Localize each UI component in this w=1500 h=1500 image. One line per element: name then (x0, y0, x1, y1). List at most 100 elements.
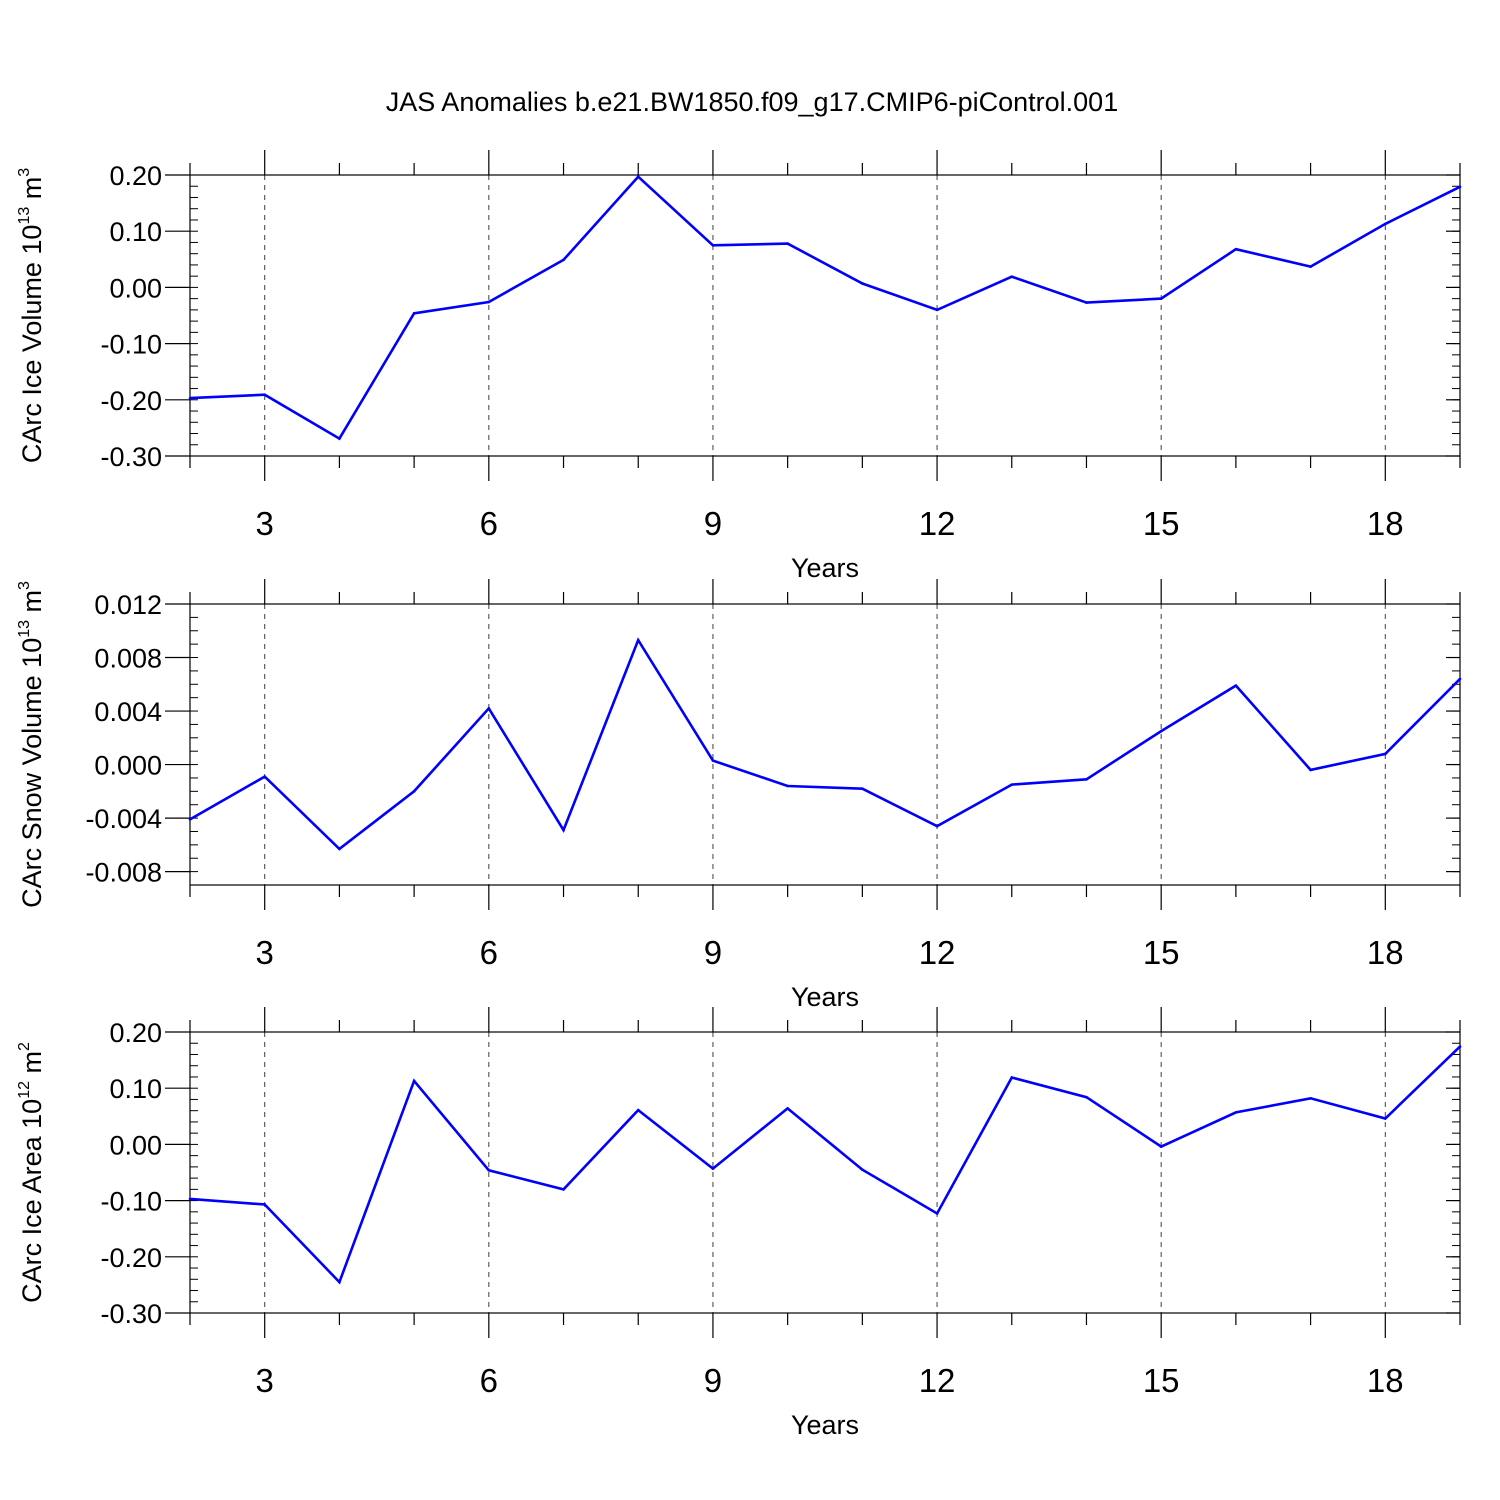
plot-frame (189, 174, 1461, 457)
data-point (562, 828, 565, 832)
data-point (412, 311, 416, 315)
x-tick-label: 3 (256, 934, 274, 971)
x-tick-label: 6 (480, 934, 498, 971)
data-point (188, 818, 192, 821)
x-tick-label: 9 (704, 934, 722, 971)
data-point (935, 1212, 939, 1215)
y-tick-label: 0.000 (94, 751, 162, 781)
y-tick-label: -0.008 (85, 858, 162, 888)
data-point (1010, 275, 1014, 279)
data-point (861, 282, 864, 285)
data-point (1234, 1111, 1238, 1114)
x-axis-title: Years (791, 982, 859, 1012)
y-tick-label: -0.10 (100, 1187, 162, 1217)
series-line-ice-volume (189, 174, 1461, 441)
y-tick-label: -0.30 (100, 1299, 162, 1329)
data-point (1383, 222, 1387, 226)
y-tick-label: 0.012 (94, 590, 162, 620)
data-point (263, 775, 267, 778)
x-tick-label: 15 (1143, 505, 1180, 542)
y-axis-title-sup: 3 (16, 168, 33, 177)
y-axis-title: CArc Snow Volume 1013 m3 (16, 581, 47, 908)
y-axis-title-part: CArc Ice Volume 10 (17, 225, 47, 464)
data-point (487, 707, 491, 710)
x-axis-title: Years (791, 1410, 859, 1440)
y-tick-label: 0.00 (109, 1130, 162, 1160)
series-line-snow-volume (189, 637, 1461, 851)
data-point (338, 437, 341, 440)
panel-snow-volume: -0.008 -0.004 0.000 0.004 0.008 0.012 3 6 9 12 15 1… (16, 579, 1462, 1012)
data-point (711, 1167, 715, 1170)
data-point (636, 175, 640, 178)
panel-ice-volume: -0.30 -0.20 -0.10 0.00 0.10 0.20 3 6 9 12 15 18 Year… (16, 150, 1462, 583)
x-tick-label: 12 (919, 505, 956, 542)
data-point (487, 1168, 491, 1172)
data-point (1085, 1095, 1088, 1099)
data-point (487, 300, 491, 304)
y-tick-label: -0.30 (100, 442, 162, 472)
x-tick-label: 9 (704, 505, 722, 542)
y-tick-label: -0.10 (100, 330, 162, 360)
x-tick-label: 18 (1367, 505, 1404, 542)
y-axis-title-sup: 2 (16, 1042, 33, 1051)
x-tick-label: 15 (1143, 1362, 1180, 1399)
data-point (263, 393, 267, 397)
y-axis-title-sup: 13 (16, 207, 33, 225)
y-tick-label: 0.20 (109, 1018, 162, 1048)
x-tick-label: 6 (480, 505, 498, 542)
data-point (1234, 684, 1238, 687)
x-axis-title: Years (791, 553, 859, 583)
data-point (636, 1108, 640, 1112)
data-point (1458, 677, 1462, 681)
data-point (562, 258, 565, 262)
data-point (1309, 768, 1312, 772)
y-tick-label: -0.20 (100, 1243, 162, 1273)
y-tick-label: 0.10 (109, 1074, 162, 1104)
chart-title: JAS Anomalies b.e21.BW1850.f09_g17.CMIP6… (386, 87, 1118, 117)
plot-frame (189, 603, 1461, 886)
y-axis-title: CArc Ice Volume 1013 m3 (16, 168, 47, 463)
data-point (861, 787, 864, 790)
y-axis-title: CArc Ice Area 1012 m2 (16, 1042, 47, 1303)
data-point (786, 242, 789, 245)
y-axis-title-part: CArc Ice Area 10 (17, 1099, 47, 1303)
data-point (1309, 265, 1312, 268)
data-point (786, 784, 789, 788)
y-axis-title-part: CArc Snow Volume 10 (17, 638, 47, 908)
x-tick-label: 18 (1367, 934, 1404, 971)
data-point (1010, 1076, 1014, 1079)
data-point (1383, 1117, 1387, 1120)
data-point (636, 638, 640, 642)
data-point (412, 1079, 416, 1083)
data-point (935, 308, 939, 312)
data-point (1159, 297, 1163, 300)
plot-frame (189, 1031, 1461, 1314)
data-point (1458, 185, 1462, 189)
y-axis-title-part: m (17, 590, 47, 620)
data-point (412, 790, 416, 793)
data-point (1234, 247, 1238, 251)
x-tick-label: 3 (256, 1362, 274, 1399)
data-point (935, 824, 939, 828)
y-tick-label: 0.004 (94, 697, 162, 727)
x-tick-label: 3 (256, 505, 274, 542)
x-tick-label: 15 (1143, 934, 1180, 971)
y-axis-title-part: m (17, 177, 47, 207)
y-tick-label: 0.10 (109, 217, 162, 247)
y-tick-label: -0.20 (100, 386, 162, 416)
x-tick-label: 12 (919, 1362, 956, 1399)
y-axis-title-sup: 13 (16, 620, 33, 638)
data-point (1085, 301, 1088, 304)
data-point (188, 1197, 192, 1201)
data-point (188, 396, 192, 400)
panel-ice-area: -0.30 -0.20 -0.10 0.00 0.10 0.20 3 6 9 12 15 18 Year… (16, 1007, 1462, 1440)
y-axis-title-sup: 12 (16, 1081, 33, 1099)
series-line-ice-area (189, 1045, 1461, 1285)
y-tick-label: 0.00 (109, 273, 162, 303)
y-tick-label: -0.004 (85, 804, 162, 834)
data-point (786, 1107, 789, 1110)
data-point (1309, 1097, 1312, 1100)
data-point (562, 1188, 565, 1191)
x-tick-label: 6 (480, 1362, 498, 1399)
y-tick-label: 0.20 (109, 161, 162, 191)
